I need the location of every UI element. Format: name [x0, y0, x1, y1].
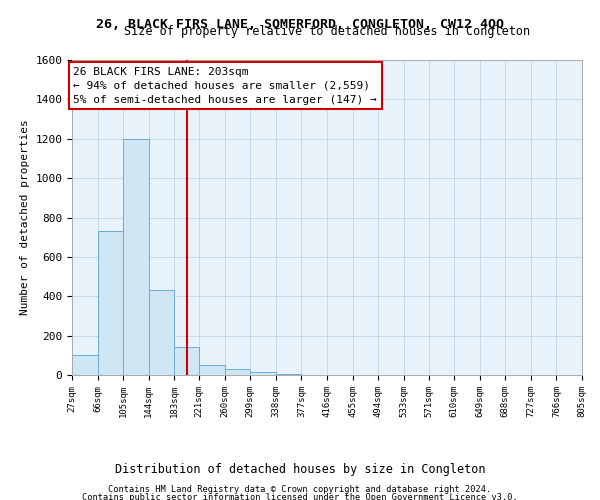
Bar	[250, 372, 276, 375]
Bar	[123, 138, 149, 375]
Bar	[72, 356, 98, 375]
Text: Contains public sector information licensed under the Open Government Licence v3: Contains public sector information licen…	[82, 493, 518, 500]
Text: 26 BLACK FIRS LANE: 203sqm
← 94% of detached houses are smaller (2,559)
5% of se: 26 BLACK FIRS LANE: 203sqm ← 94% of deta…	[73, 67, 377, 105]
Bar	[149, 290, 174, 375]
Title: Size of property relative to detached houses in Congleton: Size of property relative to detached ho…	[124, 25, 530, 38]
Bar	[276, 374, 301, 375]
Y-axis label: Number of detached properties: Number of detached properties	[20, 120, 30, 316]
Text: Contains HM Land Registry data © Crown copyright and database right 2024.: Contains HM Land Registry data © Crown c…	[109, 485, 491, 494]
Bar	[98, 232, 123, 375]
Text: 26, BLACK FIRS LANE, SOMERFORD, CONGLETON, CW12 4QQ: 26, BLACK FIRS LANE, SOMERFORD, CONGLETO…	[96, 18, 504, 30]
Bar	[199, 365, 225, 375]
Text: Distribution of detached houses by size in Congleton: Distribution of detached houses by size …	[115, 462, 485, 475]
Bar	[174, 348, 199, 375]
Bar	[225, 369, 250, 375]
